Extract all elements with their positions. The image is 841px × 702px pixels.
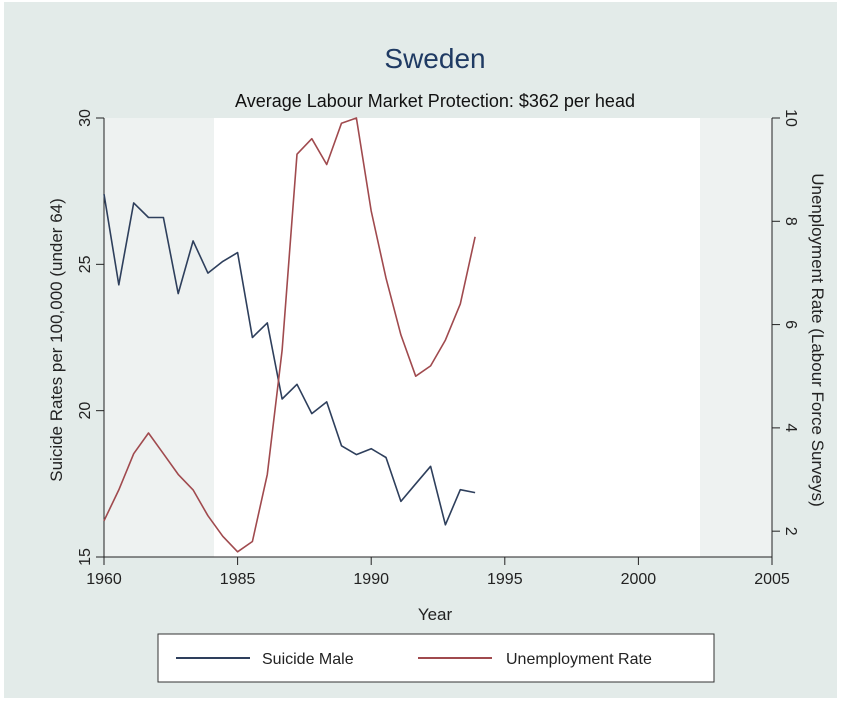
y-right-tick-label: 8: [782, 217, 799, 226]
y-axis-right-title: Unenployment Rate (Labour Force Surveys): [808, 173, 827, 507]
x-tick-label: 1995: [487, 571, 523, 588]
y-right-tick-label: 10: [782, 109, 799, 127]
series-line-suicide-male: [103, 193, 476, 526]
x-tick-label: 1960: [86, 571, 122, 588]
series-layer: [103, 117, 476, 553]
chart-title: Sweden: [384, 43, 485, 74]
y-left-tick-label: 15: [77, 548, 94, 566]
plot-shade-left: [104, 118, 214, 557]
x-tick-label: 2005: [754, 571, 790, 588]
y-axis-left-title: Suicide Rates per 100,000 (under 64): [47, 198, 66, 482]
chart-subtitle: Average Labour Market Protection: $362 p…: [235, 91, 635, 111]
legend-label-unemployment-rate: Unemployment Rate: [506, 651, 652, 668]
x-axis-title: Year: [418, 605, 453, 624]
y-left-tick-label: 30: [77, 109, 94, 127]
axes: 1960 1985 1990 1995 2000 2005 15 20 25 30 2 4 6 8 10: [77, 109, 799, 588]
x-tick-label: 2000: [621, 571, 657, 588]
plot-area: [104, 118, 772, 557]
y-right-tick-label: 4: [782, 423, 799, 432]
y-right-tick-label: 2: [782, 527, 799, 536]
legend-label-suicide-male: Suicide Male: [262, 651, 354, 668]
y-left-tick-label: 20: [77, 402, 94, 420]
series-line-unemployment-rate: [103, 117, 476, 553]
x-tick-label: 1985: [220, 571, 256, 588]
y-right-tick-label: 6: [782, 320, 799, 329]
legend: Suicide Male Unemployment Rate: [157, 633, 715, 683]
y-left-tick-label: 25: [77, 255, 94, 273]
plot-shade-right: [700, 118, 772, 557]
x-tick-label: 1990: [353, 571, 389, 588]
